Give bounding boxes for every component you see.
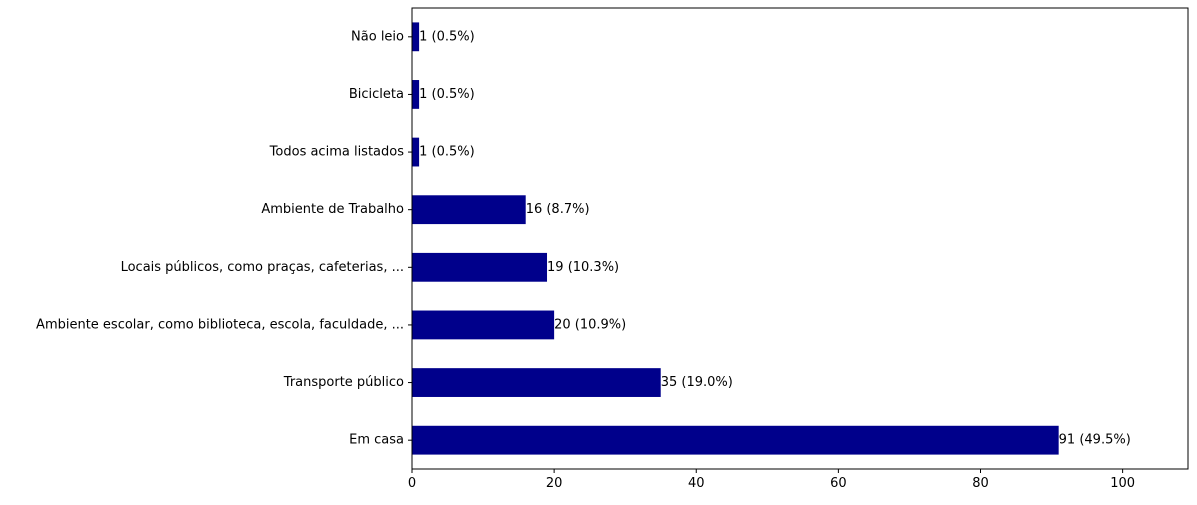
bar-data-label: 1 (0.5%): [419, 29, 475, 44]
bar: [412, 425, 1059, 455]
bar: [412, 137, 420, 167]
bar: [412, 195, 526, 225]
bar: [412, 310, 555, 340]
data-labels: 91 (49.5%) 35 (19.0%) 20 (10.9%) 19 (10.3%)…: [419, 29, 1131, 447]
bar: [412, 80, 420, 109]
category-label: Ambiente escolar, como biblioteca, escol…: [36, 317, 404, 332]
x-tick-label: 60: [830, 476, 847, 491]
bar: [412, 22, 420, 52]
bar: [412, 252, 548, 282]
x-tick-label: 40: [688, 476, 705, 491]
category-label: Não leio: [351, 29, 404, 44]
bar-data-label: 91 (49.5%): [1059, 433, 1131, 448]
category-labels: Em casa Transporte público Ambiente escola…: [36, 29, 412, 448]
x-tick-label: 0: [408, 476, 416, 491]
bars: [412, 22, 1059, 455]
category-label: Em casa: [349, 433, 404, 448]
bar-data-label: 16 (8.7%): [526, 202, 590, 217]
bar-data-label: 1 (0.5%): [419, 145, 475, 160]
category-label: Transporte público: [283, 375, 404, 390]
bar: [412, 368, 661, 397]
bar-data-label: 1 (0.5%): [419, 87, 475, 102]
x-tick-label: 20: [546, 476, 563, 491]
x-axis-ticks: 0 20 40 60 80 100: [408, 469, 1135, 491]
x-tick-label: 100: [1110, 476, 1135, 491]
plot-frame: [411, 7, 1189, 470]
bar-data-label: 20 (10.9%): [554, 317, 626, 332]
bar-data-label: 19 (10.3%): [547, 260, 619, 275]
category-label: Bicicleta: [349, 87, 404, 102]
bar-data-label: 35 (19.0%): [661, 375, 733, 390]
category-label: Ambiente de Trabalho: [261, 202, 404, 217]
x-tick-label: 80: [972, 476, 989, 491]
category-label: Todos acima listados: [269, 145, 405, 160]
category-label: Locais públicos, como praças, cafeterias…: [121, 260, 404, 275]
